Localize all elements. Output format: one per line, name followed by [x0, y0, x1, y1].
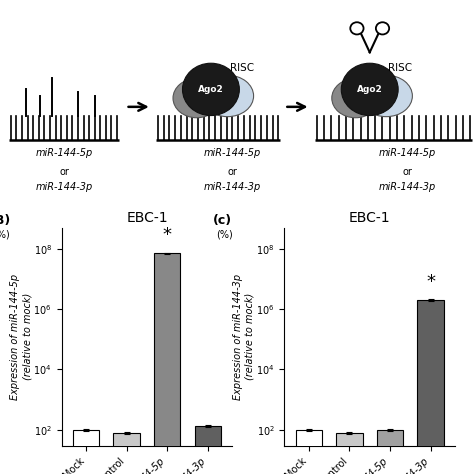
- Bar: [377, 430, 403, 474]
- Title: EBC-1: EBC-1: [349, 211, 391, 225]
- Bar: [336, 433, 363, 474]
- Text: Ago2: Ago2: [357, 85, 383, 94]
- Y-axis label: Expression of miR-144-5p
(relative to mock): Expression of miR-144-5p (relative to mo…: [10, 273, 32, 400]
- Title: EBC-1: EBC-1: [126, 211, 168, 225]
- Circle shape: [350, 22, 364, 35]
- Bar: [296, 430, 322, 474]
- Text: or: or: [403, 166, 412, 177]
- Bar: [73, 430, 99, 474]
- Ellipse shape: [332, 79, 379, 118]
- Bar: [154, 253, 181, 474]
- Text: Ago2: Ago2: [198, 85, 224, 94]
- Text: (B): (B): [0, 214, 11, 228]
- Text: or: or: [59, 166, 69, 177]
- Text: (c): (c): [213, 214, 232, 228]
- Circle shape: [182, 63, 239, 116]
- Text: miR-144-3p: miR-144-3p: [204, 182, 261, 192]
- Text: miR-144-3p: miR-144-3p: [379, 182, 436, 192]
- Text: RISC: RISC: [389, 63, 412, 73]
- Text: miR-144-5p: miR-144-5p: [204, 148, 261, 158]
- Text: miR-144-3p: miR-144-3p: [36, 182, 92, 192]
- Text: (%): (%): [0, 230, 10, 240]
- Text: RISC: RISC: [230, 63, 254, 73]
- Y-axis label: Expression of miR-144-3p
(relative to mock): Expression of miR-144-3p (relative to mo…: [233, 273, 255, 400]
- Bar: [418, 300, 444, 474]
- Text: *: *: [426, 273, 435, 291]
- Ellipse shape: [173, 79, 220, 118]
- Text: miR-144-5p: miR-144-5p: [379, 148, 436, 158]
- Circle shape: [341, 63, 398, 116]
- Text: miR-144-5p: miR-144-5p: [36, 148, 92, 158]
- Text: *: *: [163, 226, 172, 244]
- Text: (%): (%): [216, 230, 233, 240]
- Bar: [195, 426, 221, 474]
- Ellipse shape: [360, 75, 412, 117]
- Text: or: or: [228, 166, 237, 177]
- Ellipse shape: [201, 75, 254, 117]
- Circle shape: [376, 22, 389, 35]
- Bar: [113, 433, 140, 474]
